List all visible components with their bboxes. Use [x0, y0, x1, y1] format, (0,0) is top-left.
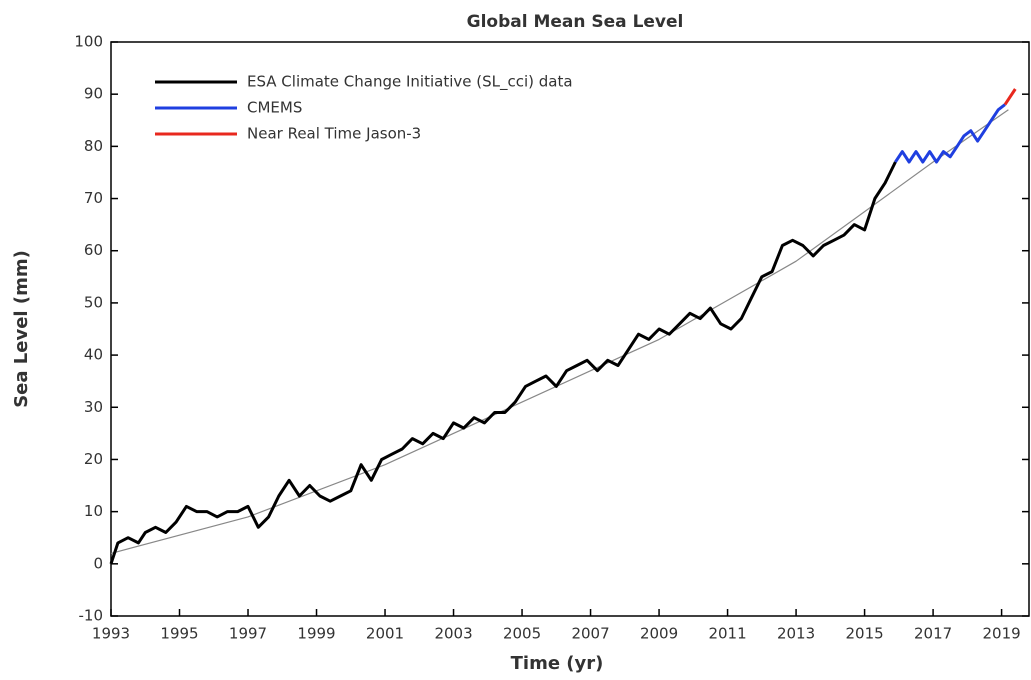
y-tick-label: 90 — [84, 85, 103, 103]
y-tick-label: 0 — [93, 554, 103, 572]
y-tick-label: 10 — [84, 502, 103, 520]
data-line — [109, 161, 897, 565]
x-tick-label: 1993 — [92, 625, 130, 643]
y-tick-label: -10 — [79, 607, 104, 625]
data-line — [894, 103, 1006, 164]
chart-title: Global Mean Sea Level — [467, 12, 684, 32]
x-axis-label: Time (yr) — [511, 653, 604, 674]
y-tick-label: 100 — [74, 33, 103, 51]
y-tick-label: 80 — [84, 137, 103, 155]
x-tick-label: 1999 — [297, 625, 335, 643]
legend-label: CMEMS — [247, 99, 302, 117]
y-tick-label: 50 — [84, 293, 103, 311]
legend-label: ESA Climate Change Initiative (SL_cci) d… — [247, 73, 573, 92]
x-tick-label: 2003 — [434, 625, 472, 643]
trend-line — [110, 109, 1009, 554]
plot-frame — [110, 41, 1030, 617]
x-tick-label: 2015 — [845, 625, 883, 643]
legend-label: Near Real Time Jason-3 — [247, 125, 421, 143]
y-tick-label: 40 — [84, 346, 103, 364]
x-tick-label: 2005 — [503, 625, 541, 643]
x-tick-label: 2011 — [708, 625, 746, 643]
x-tick-label: 2019 — [983, 625, 1021, 643]
y-tick-label: 30 — [84, 398, 103, 416]
data-line — [1003, 88, 1017, 106]
y-axis-label: Sea Level (mm) — [11, 250, 32, 408]
x-tick-label: 1997 — [229, 625, 267, 643]
x-tick-label: 2017 — [914, 625, 952, 643]
x-tick-label: 2009 — [640, 625, 678, 643]
x-tick-label: 2007 — [571, 625, 609, 643]
x-tick-label: 1995 — [160, 625, 198, 643]
y-tick-label: 70 — [84, 189, 103, 207]
y-tick-label: 20 — [84, 450, 103, 468]
x-tick-label: 2001 — [366, 625, 404, 643]
x-tick-label: 2013 — [777, 625, 815, 643]
y-tick-label: 60 — [84, 241, 103, 259]
